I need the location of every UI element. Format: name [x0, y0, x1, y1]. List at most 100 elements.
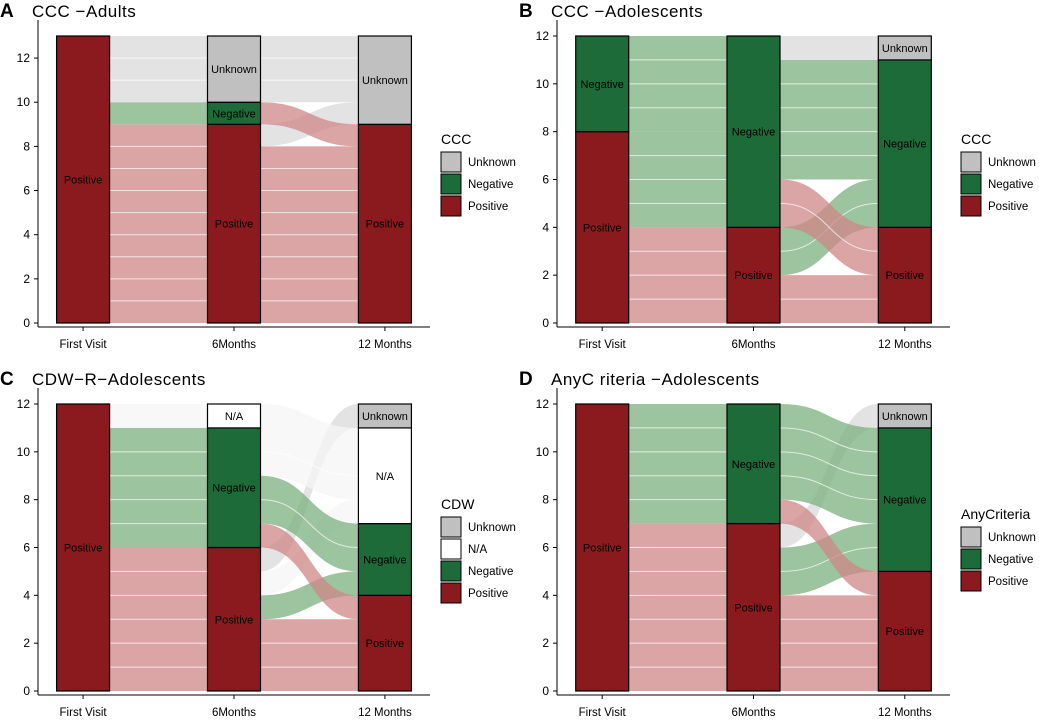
flow-d-0-positive-to-positive [628, 523, 727, 691]
bar-c-2-negative [357, 522, 413, 596]
y-tick-label-c-12: 12 [17, 397, 31, 411]
y-tick-label-b-2: 2 [542, 268, 549, 282]
panel-d: D AnyC riteria −Adolescents Positive Positi… [519, 369, 1036, 719]
panel-title-a: CCC −Adults [32, 2, 136, 21]
flow-d-1-negative-to-negative [779, 404, 879, 524]
panel-a: A CCC −Adults Positive Positive Negative Unkn… [0, 1, 516, 351]
y-tick-label-d-0: 0 [542, 684, 549, 698]
panel-label-c: C [0, 369, 14, 390]
flow-c-1-negative-to-negative [260, 475, 359, 572]
bar-d-0-positive-label: Positive [583, 543, 622, 555]
bar-a-1-unknown [206, 35, 262, 103]
flow-b-1-negative-to-unknown [780, 36, 879, 60]
legend-key-a-negative [440, 173, 462, 195]
legend-title-b: CCC [961, 131, 991, 147]
legend-c: CDW Unknown N/A Negative Positive [440, 496, 516, 604]
legend-key-b-negative [960, 173, 982, 195]
flow-c-1-n-a-to-n-a [260, 404, 359, 452]
bar-b-1-positive-label: Positive [734, 270, 773, 282]
legend-title-c: CDW [441, 496, 475, 512]
y-tick-label-b-12: 12 [536, 29, 550, 43]
bar-b-0-positive [575, 131, 630, 324]
legend-label-b-negative: Negative [988, 179, 1033, 191]
bar-a-0-positive [55, 35, 111, 324]
bar-b-1-negative [726, 35, 781, 228]
x-tick-label-c-0: First Visit [60, 707, 108, 719]
bar-c-1-positive [206, 546, 262, 692]
bar-c-2-n-a-label: N/A [376, 471, 395, 483]
flow-a-0-positive-to-negative [109, 102, 208, 125]
bar-c-2-unknown-label: Unknown [362, 411, 408, 423]
bar-b-2-negative-label: Negative [883, 139, 926, 151]
bar-d-1-negative-label: Negative [732, 459, 775, 471]
bar-c-1-negative-label: Negative [212, 483, 255, 495]
bar-b-1-positive [726, 226, 781, 324]
y-tick-label-c-8: 8 [23, 493, 30, 507]
legend-b: CCC Unknown Negative Positive [960, 131, 1036, 217]
legend-key-a-positive [440, 195, 462, 217]
bar-b-1-negative-label: Negative [732, 127, 775, 139]
x-tick-label-b-1: 6Months [731, 339, 775, 351]
flow-c-0-positive-to-negative [109, 427, 208, 548]
bar-d-2-positive-label: Positive [886, 626, 925, 638]
bar-d-1-negative [726, 403, 781, 525]
legend-key-d-positive [960, 570, 982, 592]
legend-key-d-negative [960, 548, 982, 570]
bar-a-1-unknown-label: Unknown [211, 64, 257, 76]
y-tick-label-c-10: 10 [17, 445, 31, 459]
x-tick-label-d-2: 12 Months [878, 707, 932, 719]
bar-a-1-positive-label: Positive [215, 219, 254, 231]
flow-a-1-negative-to-positive [260, 102, 359, 147]
bar-c-1-positive-label: Positive [215, 614, 254, 626]
legend-key-b-positive [960, 195, 982, 217]
legend-label-c-n-a: N/A [468, 544, 488, 556]
bar-c-1-n-a-label: N/A [225, 411, 244, 423]
bar-a-2-positive-label: Positive [366, 219, 405, 231]
legend-title-a: CCC [441, 131, 471, 147]
bar-c-1-n-a [206, 403, 262, 429]
y-tick-label-d-4: 4 [542, 588, 549, 602]
legend-key-b-unknown [960, 151, 982, 173]
flow-d-1-negative-to-positive [780, 499, 879, 596]
flow-b-1-positive-to-positive [780, 275, 879, 323]
legend-label-d-positive: Positive [988, 576, 1028, 588]
y-tick-label-d-8: 8 [542, 493, 549, 507]
bar-b-2-unknown [877, 35, 932, 61]
bar-d-2-unknown-label: Unknown [882, 411, 928, 423]
legend-label-c-unknown: Unknown [468, 522, 516, 534]
flow-b-0-positive-to-negative [628, 131, 727, 228]
x-tick-label-d-0: First Visit [579, 707, 627, 719]
bar-c-2-positive [357, 594, 413, 692]
y-tick-label-b-6: 6 [542, 173, 549, 187]
legend-label-c-negative: Negative [468, 566, 513, 578]
flow-c-1-negative-to-positive [260, 523, 359, 620]
panel-label-b: B [519, 1, 533, 22]
flow-c-1-positive-to-unknown [260, 404, 359, 572]
flow-a-0-positive-to-unknown [109, 36, 208, 103]
legend-label-a-unknown: Unknown [468, 157, 516, 169]
legend-key-a-unknown [440, 151, 462, 173]
bar-c-2-unknown [357, 403, 413, 429]
flow-a-0-positive-to-positive [109, 124, 208, 323]
flow-b-1-negative-to-negative [779, 59, 879, 180]
x-tick-label-b-0: First Visit [579, 339, 627, 351]
flow-c-1-positive-to-positive [260, 619, 359, 691]
panel-b: B CCC −Adolescents Positive Negative Positiv… [519, 1, 1036, 351]
bar-c-2-positive-label: Positive [366, 638, 405, 650]
legend-key-c-n-a [440, 538, 462, 560]
panel-c: C CDW−R−Adolescents Positive Positive Negati… [0, 369, 516, 719]
x-tick-label-d-1: 6Months [731, 707, 775, 719]
flow-a-1-unknown-to-unknown [260, 36, 359, 103]
bar-a-2-unknown-label: Unknown [362, 75, 408, 87]
legend-key-d-unknown [960, 526, 982, 548]
panel-title-d: AnyC riteria −Adolescents [551, 370, 760, 389]
bar-a-2-unknown [357, 35, 413, 125]
bar-c-2-negative-label: Negative [363, 554, 406, 566]
legend-label-a-positive: Positive [468, 201, 508, 213]
y-tick-label-a-8: 8 [23, 139, 30, 153]
panel-label-d: D [519, 369, 533, 390]
legend-label-d-negative: Negative [988, 554, 1033, 566]
bar-b-0-negative [575, 35, 630, 133]
bar-a-1-negative-label: Negative [212, 108, 255, 120]
flow-c-1-positive-to-negative [260, 571, 359, 620]
